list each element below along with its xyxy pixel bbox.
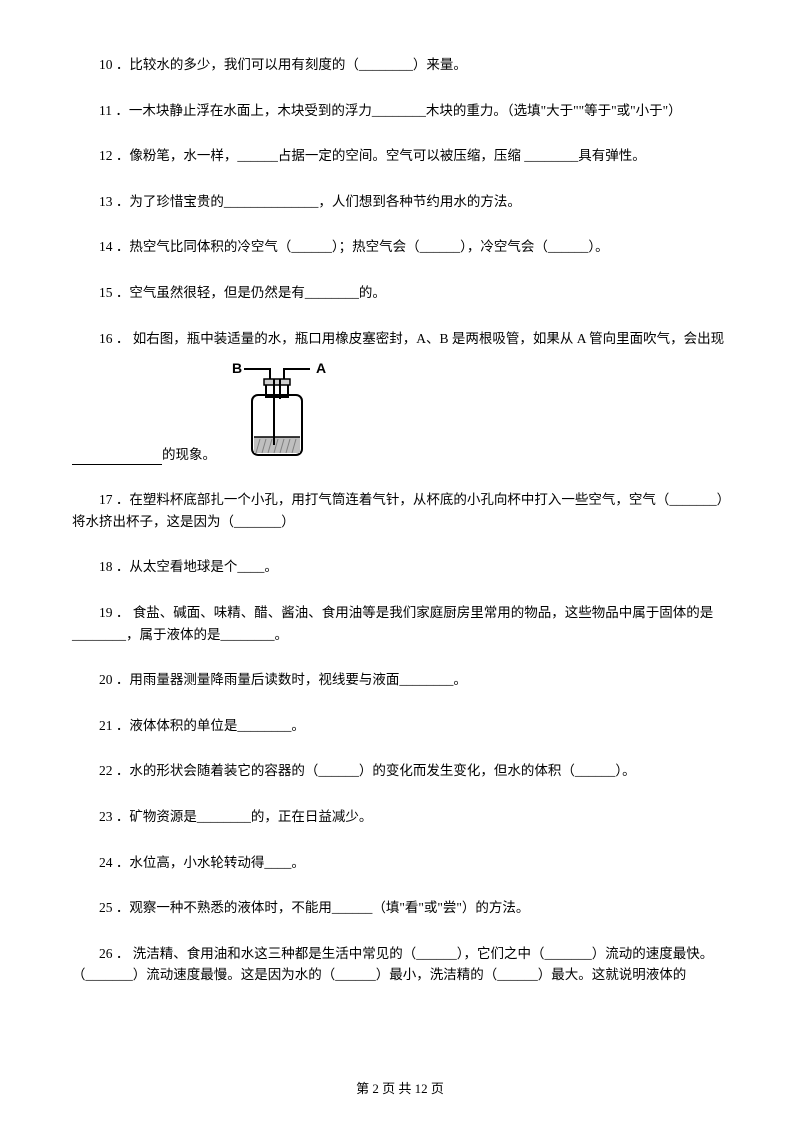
question-24: 24 ．水位高，小水轮转动得____。: [72, 852, 728, 874]
page-footer: 第 2 页 共 12 页: [0, 1079, 800, 1100]
question-10: 10 ．比较水的多少，我们可以用有刻度的（________）来量。: [72, 54, 728, 76]
question-14: 14 ．热空气比同体积的冷空气（______）；热空气会（______），冷空气…: [72, 236, 728, 258]
question-11: 11 ．一木块静止浮在水面上，木块受到的浮力________木块的重力。（选填"…: [72, 100, 728, 122]
label-b: B: [232, 360, 242, 376]
question-17-a: 17 ．在塑料杯底部扎一个小孔，用打气筒连着气针，从杯底的小孔向杯中打入一些空气…: [72, 489, 728, 511]
question-23: 23 ．矿物资源是________的，正在日益减少。: [72, 806, 728, 828]
question-26-a: 26 ． 洗洁精、食用油和水这三种都是生活中常见的（______），它们之中（_…: [72, 943, 728, 965]
question-16-tail: 的现象。: [162, 444, 216, 466]
question-13: 13 ．为了珍惜宝贵的______________，人们想到各种节约用水的方法。: [72, 191, 728, 213]
question-20: 20 ．用雨量器测量降雨量后读数时，视线要与液面________。: [72, 669, 728, 691]
question-22: 22 ．水的形状会随着装它的容器的（______）的变化而发生变化，但水的体积（…: [72, 760, 728, 782]
question-21: 21 ．液体体积的单位是________。: [72, 715, 728, 737]
question-19-a: 19 ． 食盐、碱面、味精、醋、酱油、食用油等是我们家庭厨房里常用的物品，这些物…: [72, 602, 728, 624]
question-25: 25 ．观察一种不熟悉的液体时，不能用______（填"看"或"尝"）的方法。: [72, 897, 728, 919]
question-26-b: （_______）流动速度最慢。这是因为水的（______）最小，洗洁精的（__…: [72, 964, 728, 986]
question-18: 18 ．从太空看地球是个____。: [72, 556, 728, 578]
question-19-b: ________，属于液体的是________。: [72, 624, 728, 646]
question-12: 12 ．像粉笔，水一样，______占据一定的空间。空气可以被压缩，压缩 ___…: [72, 145, 728, 167]
question-17-b: 将水挤出杯子，这是因为（_______）: [72, 511, 728, 533]
blank-q16: [72, 452, 162, 466]
question-16: 16 ． 如右图，瓶中装适量的水，瓶口用橡皮塞密封，A、B 是两根吸管，如果从 …: [72, 328, 728, 466]
question-16-text: 16 ． 如右图，瓶中装适量的水，瓶口用橡皮塞密封，A、B 是两根吸管，如果从 …: [72, 328, 728, 350]
question-15: 15 ．空气虽然很轻，但是仍然是有________的。: [72, 282, 728, 304]
label-a: A: [316, 360, 326, 376]
bottle-diagram-icon: A B: [222, 355, 332, 465]
